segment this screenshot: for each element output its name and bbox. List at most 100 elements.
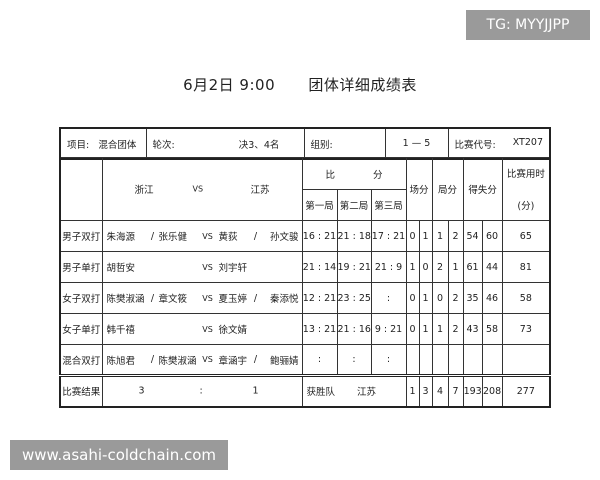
total-points-lost: 208	[481, 375, 503, 407]
player-a1: 韩千禧	[106, 325, 136, 336]
game1-score: 16 : 21	[301, 220, 338, 252]
matchup-cell: 胡哲安 VS 刘宇轩	[101, 251, 303, 283]
match-time	[501, 344, 551, 376]
vs-label: VS	[202, 231, 213, 241]
matchup-cell: 韩千禧 VS 徐文婧	[101, 313, 303, 345]
event-label: 混合双打	[59, 344, 103, 376]
match-points-header: 场分	[405, 157, 433, 221]
time-header-unit: (分)	[517, 201, 535, 212]
points-won: 61	[462, 251, 483, 283]
points-header: 得失分	[462, 157, 503, 221]
game3-score: 17 : 21	[370, 220, 407, 252]
vs-label: VS	[202, 293, 213, 303]
player-a1: 胡哲安	[106, 263, 136, 274]
game-points-b: 2	[447, 220, 464, 252]
points-won: 54	[462, 220, 483, 252]
matchup: 韩千禧 VS 徐文婧	[103, 315, 301, 344]
result-sep: :	[199, 385, 203, 397]
winner-cell: 获胜队 江苏	[301, 375, 407, 407]
event-header	[59, 157, 103, 221]
event-label: 女子双打	[59, 282, 103, 314]
player-b1: 章涵宇	[218, 355, 248, 367]
teams-header: 浙江 VS 江苏	[101, 157, 303, 221]
matchup-cell: 陈旭君 / 陈樊淑涵 VS 章涵宇 / 鲍骊婧	[101, 344, 303, 376]
vs-label: VS	[192, 184, 204, 194]
team-b: 江苏	[250, 185, 270, 196]
match-points-a: 0	[405, 220, 420, 252]
game-points-a: 1	[431, 220, 449, 252]
title-name: 团体详细成绩表	[308, 76, 417, 94]
points-lost: 60	[481, 220, 503, 252]
game-points-b: 2	[447, 313, 464, 345]
game2-score: 21 : 18	[336, 220, 372, 252]
result-score: 3: 1	[101, 375, 303, 407]
time-header-label: 比赛用时	[506, 169, 545, 180]
match-points-a	[405, 344, 420, 376]
player-b2: 鲍骊婧	[269, 355, 299, 367]
watermark-bottom: www.asahi-coldchain.com	[10, 440, 228, 470]
player-b1: 刘宇轩	[218, 263, 248, 274]
player-b2: 孙文骏	[269, 232, 299, 243]
player-a1: 朱海源	[106, 232, 136, 243]
match-points-b: 1	[418, 313, 433, 345]
matchup-cell: 朱海源 / 张乐健 VS 黄荻 / 孙文骏	[101, 220, 303, 252]
game2-score: 23 : 25	[336, 282, 372, 314]
game-points-b: 1	[447, 251, 464, 283]
match-points-b: 0	[418, 251, 433, 283]
game1-score: :	[301, 344, 338, 376]
vs-label: VS	[202, 355, 213, 364]
score-table: 浙江 VS 江苏 比 分 场分 局分 得失分 比赛用时 (分) 第一局 第二局 第…	[59, 157, 552, 408]
match-time: 58	[501, 282, 551, 314]
match-points-b: 1	[418, 282, 433, 314]
winner-team: 江苏	[357, 387, 377, 399]
match-points-b: 1	[418, 220, 433, 252]
total-match-a: 1	[405, 375, 420, 407]
team-a: 浙江	[134, 185, 154, 196]
player-a2: 章文筱	[158, 294, 188, 305]
round-cell: 轮次: 决3、4名	[145, 127, 305, 160]
match-points-a: 1	[405, 251, 420, 283]
player-a1: 陈樊淑涵	[106, 294, 145, 305]
watermark-top: TG: MYYJJPP	[466, 10, 590, 40]
winner-label: 获胜队	[306, 387, 336, 399]
slash: /	[150, 230, 155, 242]
match-time: 81	[501, 251, 551, 283]
table-row: 女子双打 陈樊淑涵 / 章文筱 VS 夏玉婷 / 秦添悦 12 : 21 23 : 25:0 1 0 2…	[59, 282, 551, 314]
points-lost: 44	[481, 251, 503, 283]
game1-header: 第一局	[301, 189, 338, 221]
table-row: 女子单打 韩千禧 VS 徐文婧 13 : 21 21 : 16 9 : 21 0 1 1 2 43 58…	[59, 313, 551, 345]
points-lost: 46	[481, 282, 503, 314]
slash: /	[253, 292, 258, 304]
game2-header: 第二局	[336, 189, 372, 221]
match-time: 65	[501, 220, 551, 252]
game-points-a	[431, 344, 449, 376]
player-a2: 张乐健	[158, 232, 188, 243]
match-time: 73	[501, 313, 551, 345]
event-label: 女子单打	[59, 313, 103, 345]
table-row: 男子单打 胡哲安 VS 刘宇轩 21 : 14 19 : 21 21 : 9 1 0 2 1 61 44…	[59, 251, 551, 283]
matchup: 朱海源 / 张乐健 VS 黄荻 / 孙文骏	[103, 222, 301, 251]
match-points-a: 0	[405, 313, 420, 345]
game1-score: 13 : 21	[301, 313, 338, 345]
game3-score: 21 : 9	[370, 251, 407, 283]
total-points-won: 193	[462, 375, 483, 407]
result-b: 1	[252, 385, 259, 397]
game-points-b	[447, 344, 464, 376]
player-b1: 黄荻	[218, 232, 238, 243]
page-title: 6月2日 9:00 团体详细成绩表	[0, 74, 600, 95]
game2-score: 19 : 21	[336, 251, 372, 283]
game-points-a: 0	[431, 282, 449, 314]
total-match-b: 3	[418, 375, 433, 407]
slash: /	[253, 354, 258, 365]
table-row: 混合双打 陈旭君 / 陈樊淑涵 VS 章涵宇 / 鲍骊婧:::	[59, 344, 551, 376]
group-cell: 组别:	[303, 127, 386, 160]
game2-score: :	[336, 344, 372, 376]
table-row: 男子双打 朱海源 / 张乐健 VS 黄荻 / 孙文骏 16 : 21 21 : 18 17 : 21…	[59, 220, 551, 252]
game-points-a: 2	[431, 251, 449, 283]
slash: /	[150, 354, 155, 365]
game3-score: 9 : 21	[370, 313, 407, 345]
result-label: 比赛结果	[59, 375, 103, 407]
time-header: 比赛用时 (分)	[501, 157, 551, 221]
matchup: 陈樊淑涵 / 章文筱 VS 夏玉婷 / 秦添悦	[103, 284, 301, 313]
vs-label: VS	[202, 262, 213, 272]
